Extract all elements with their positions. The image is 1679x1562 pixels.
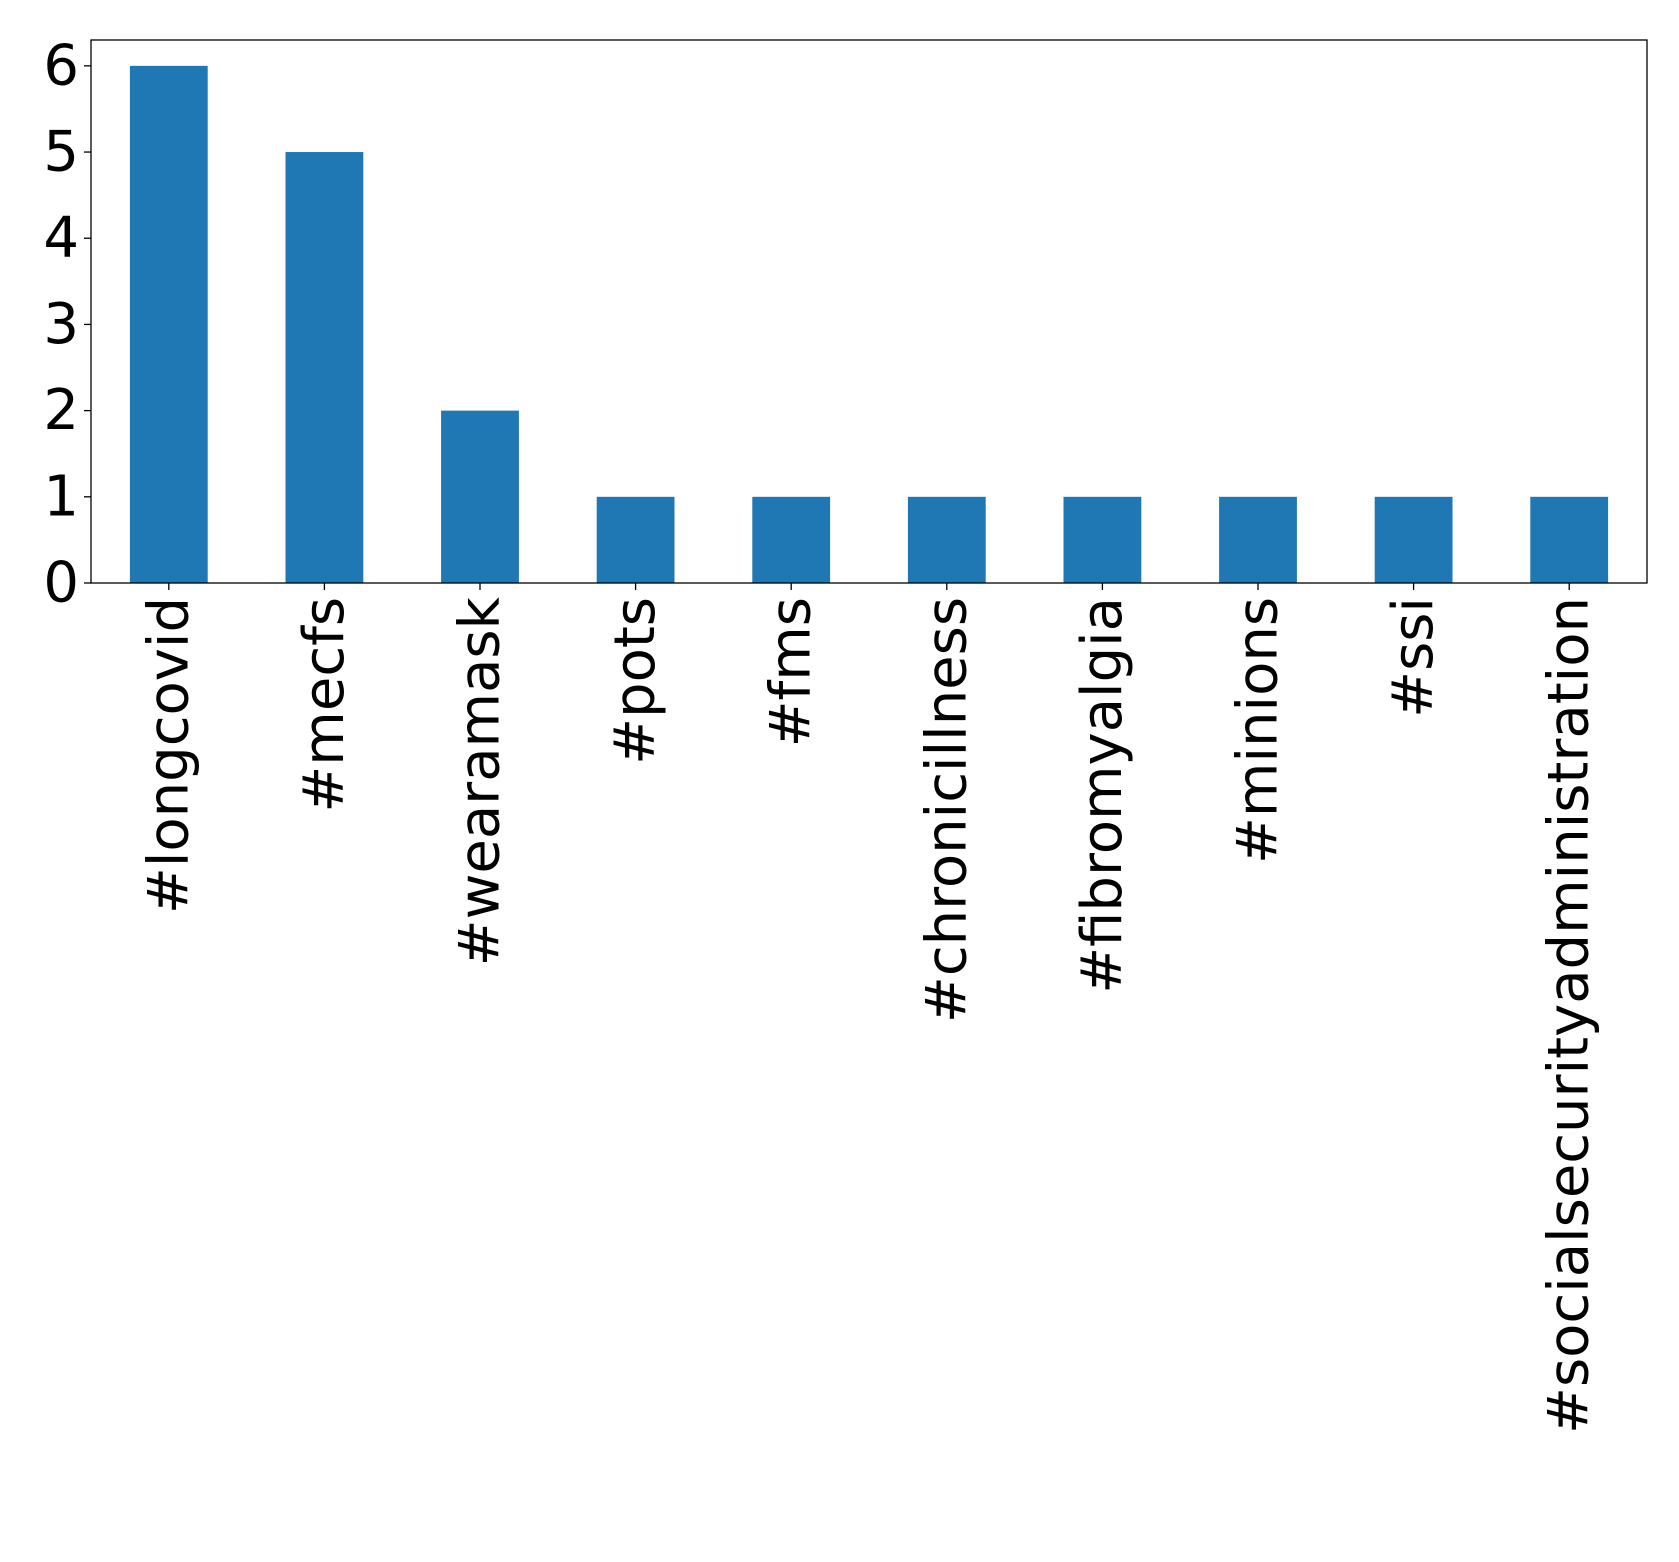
bar xyxy=(752,496,831,583)
bar xyxy=(441,410,519,583)
x-tick-label: #fibromyalgia xyxy=(1070,597,1135,994)
y-tick-label: 0 xyxy=(43,551,79,616)
x-tick-label: #mecfs xyxy=(292,597,357,813)
x-axis: #longcovid #mecfs #wearamask #pots #fms #chro… xyxy=(136,583,1602,1434)
bar xyxy=(129,65,208,584)
y-tick-label: 2 xyxy=(43,378,79,443)
y-axis: 0 1 2 3 4 5 6 xyxy=(43,33,91,616)
bar xyxy=(1374,496,1453,583)
y-tick-label: 1 xyxy=(43,464,79,529)
x-tick-label: #ssi xyxy=(1381,597,1446,718)
x-tick-label: #longcovid xyxy=(136,597,201,914)
bars-group xyxy=(129,65,1609,584)
plot-frame xyxy=(90,39,1648,584)
y-tick-label: 5 xyxy=(43,120,79,185)
x-tick-label: #chronicillness xyxy=(914,597,979,1023)
x-tick-label: #minions xyxy=(1226,597,1291,864)
y-tick-label: 6 xyxy=(43,33,79,98)
bar xyxy=(1219,496,1297,583)
y-tick-label: 3 xyxy=(43,292,79,357)
x-tick-label: #pots xyxy=(603,597,668,765)
bar xyxy=(1530,496,1609,583)
y-tick-label: 4 xyxy=(43,206,79,271)
bar xyxy=(907,496,986,583)
x-tick-label: #socialsecurityadministration xyxy=(1537,597,1602,1434)
x-tick-label: #fms xyxy=(759,597,824,747)
bar xyxy=(596,496,675,583)
bar xyxy=(1063,496,1142,583)
bar xyxy=(285,152,364,584)
x-tick-label: #wearamask xyxy=(448,596,513,966)
